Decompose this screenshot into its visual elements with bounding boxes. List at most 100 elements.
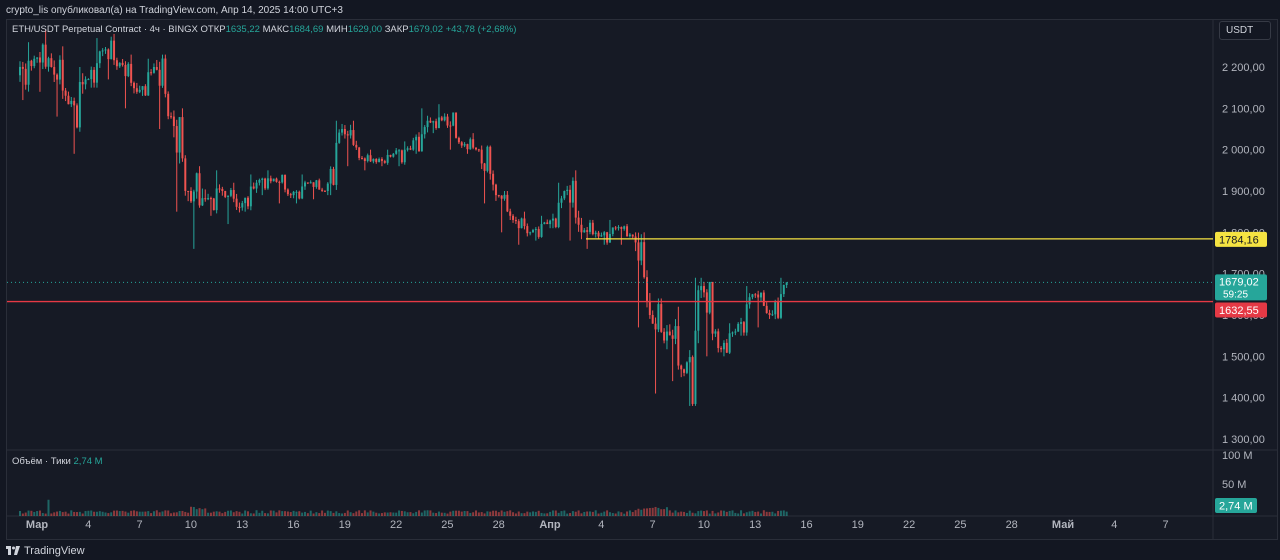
- volume-bar: [563, 510, 566, 516]
- volume-bar: [227, 510, 230, 516]
- volume-bar: [537, 510, 540, 516]
- volume-bar: [326, 510, 329, 516]
- volume-bar: [61, 512, 64, 516]
- volume-bar: [235, 511, 238, 516]
- volume-bar: [21, 513, 24, 516]
- change-value: +43,78 (+2,68%): [445, 24, 517, 35]
- candle-body: [708, 281, 711, 313]
- candle-body: [523, 218, 526, 227]
- volume-bar: [238, 511, 241, 516]
- candle-body: [44, 44, 47, 67]
- volume-bar: [38, 510, 41, 516]
- candle-body: [369, 155, 372, 162]
- last-price-label: 1679,02: [1219, 276, 1259, 288]
- candle-body: [67, 95, 70, 105]
- volume-bar: [460, 511, 463, 516]
- volume-bar: [244, 510, 247, 516]
- y-tick-label: 1 400,00: [1222, 393, 1265, 405]
- candle-body: [569, 189, 572, 203]
- candle-body: [489, 146, 492, 174]
- candle-body: [358, 147, 361, 158]
- tradingview-logo-icon[interactable]: [6, 545, 20, 557]
- candle-body: [175, 126, 178, 153]
- candle-body: [617, 227, 620, 229]
- x-tick-label: 4: [598, 519, 604, 531]
- volume-bar: [321, 510, 324, 516]
- candle-body: [76, 105, 78, 128]
- volume-bar: [748, 511, 751, 516]
- volume-bar: [554, 510, 557, 516]
- footer-brand[interactable]: TradingView: [24, 545, 85, 557]
- candle-body: [249, 186, 252, 207]
- volume-bar: [529, 512, 532, 516]
- candle-body: [757, 294, 760, 298]
- candle-body: [295, 191, 298, 193]
- open-value: 1635,22: [225, 24, 260, 35]
- volume-bar: [78, 511, 81, 516]
- volume-bar: [124, 511, 127, 516]
- candle-body: [777, 301, 780, 318]
- candle-body: [406, 148, 409, 150]
- candle-body: [278, 181, 281, 183]
- volume-bar: [457, 510, 460, 516]
- countdown-label: 59:25: [1223, 289, 1248, 300]
- candle-body: [343, 129, 346, 135]
- volume-bar: [95, 511, 98, 516]
- candle-body: [286, 189, 289, 195]
- volume-bar: [378, 513, 381, 516]
- volume-bar: [503, 511, 506, 516]
- volume-bar: [33, 511, 36, 516]
- x-tick-label: 4: [85, 519, 91, 531]
- volume-bar: [543, 513, 546, 516]
- symbol-legend: ETH/USDT Perpetual Contract · 4ч · BINGX…: [12, 24, 516, 35]
- volume-bar: [247, 511, 249, 516]
- volume-bar: [115, 510, 118, 516]
- open-label: ОТКР: [200, 24, 226, 35]
- candle-body: [566, 189, 569, 191]
- candle-body: [760, 292, 762, 298]
- candle-body: [540, 224, 543, 237]
- chart-area[interactable]: [6, 19, 1278, 540]
- volume-bar: [281, 511, 284, 516]
- x-tick-label: 19: [339, 519, 351, 531]
- candle-body: [677, 326, 680, 366]
- volume-bar: [329, 511, 332, 516]
- volume-bar: [252, 513, 255, 516]
- candle-body: [218, 188, 221, 190]
- candle-body: [215, 188, 218, 211]
- volume-bar: [497, 512, 500, 516]
- candle-body: [583, 230, 586, 233]
- volume-bar: [740, 510, 743, 516]
- volume-bar: [269, 510, 272, 516]
- volume-bar: [731, 510, 734, 516]
- volume-bar: [335, 511, 338, 516]
- volume-bar: [737, 513, 740, 516]
- volume-bar: [540, 512, 543, 516]
- candle-body: [774, 301, 777, 315]
- volume-bar: [486, 511, 489, 516]
- candle-body: [301, 186, 304, 199]
- symbol-title[interactable]: ETH/USDT Perpetual Contract · 4ч · BINGX: [12, 24, 198, 35]
- volume-bar: [691, 512, 694, 516]
- candle-body: [440, 117, 443, 121]
- volume-bar: [785, 511, 788, 516]
- candle-body: [361, 157, 363, 159]
- volume-tick-label: 100 M: [1222, 450, 1253, 462]
- volume-bar: [346, 510, 349, 516]
- volume-bar: [380, 513, 383, 516]
- currency-unit-button[interactable]: USDT: [1219, 21, 1271, 40]
- volume-bar: [323, 512, 326, 516]
- volume-label[interactable]: Объём · Тики: [12, 456, 71, 467]
- candle-body: [341, 129, 344, 133]
- candle-body: [472, 139, 475, 148]
- x-tick-label: 13: [749, 519, 761, 531]
- candle-body: [754, 294, 757, 296]
- candle-body: [19, 66, 21, 76]
- candle-body: [269, 178, 272, 182]
- y-tick-label: 2 100,00: [1222, 103, 1265, 115]
- candle-body: [121, 62, 124, 65]
- candle-body: [244, 197, 247, 204]
- volume-bar: [338, 513, 341, 516]
- candle-body: [720, 348, 723, 350]
